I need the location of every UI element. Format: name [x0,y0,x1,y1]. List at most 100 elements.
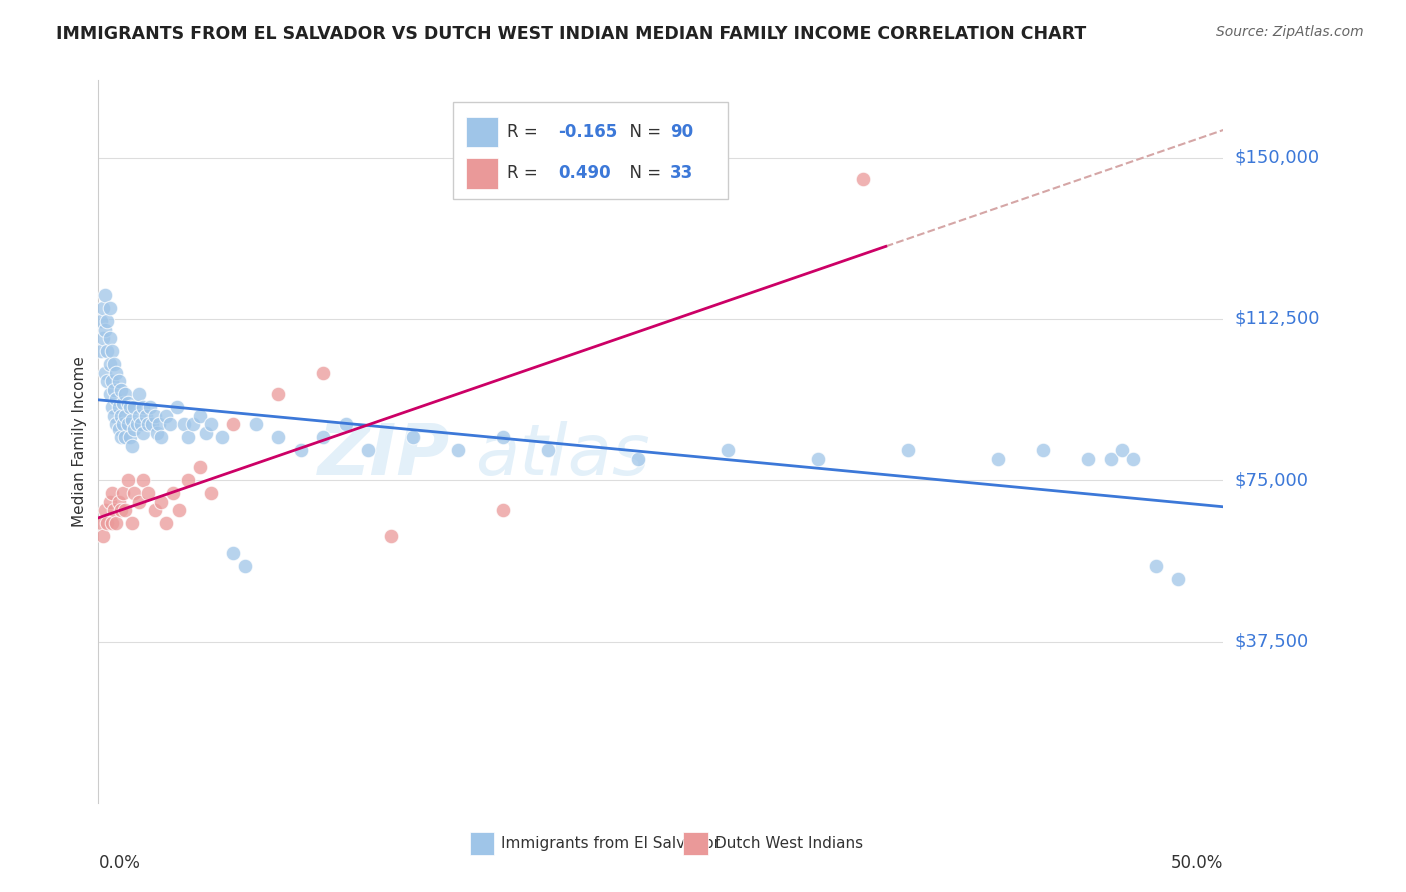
Point [1111,443,1133,458]
Point [91,529,114,543]
Point [107,422,129,436]
Point [188,460,211,475]
Point [136,486,159,500]
Point [110,430,132,444]
Point [101,486,124,500]
Point [105,392,128,406]
Point [132,400,155,414]
Point [117,473,139,487]
Point [96,516,118,531]
Point [90,314,112,328]
Point [103,357,125,371]
Point [112,417,135,432]
Point [173,417,195,432]
Point [159,417,181,432]
Text: Source: ZipAtlas.com: Source: ZipAtlas.com [1216,25,1364,39]
Point [143,503,166,517]
Point [128,409,150,423]
Point [124,400,146,414]
Point [114,409,136,423]
Point [90,344,112,359]
Point [94,288,117,302]
Point [101,375,124,389]
Point [245,417,267,432]
Text: $150,000: $150,000 [1234,149,1320,167]
Point [107,375,129,389]
Text: Dutch West Indians: Dutch West Indians [714,836,863,851]
Text: 0.490: 0.490 [558,164,612,183]
Text: ZIP: ZIP [318,422,450,491]
Point [135,409,157,423]
Point [118,430,141,444]
Point [121,439,143,453]
Point [807,451,830,466]
Point [139,400,162,414]
Point [118,400,141,414]
Bar [467,117,498,147]
Point [627,451,650,466]
Text: -0.165: -0.165 [558,123,617,141]
Point [166,400,188,414]
Point [211,430,233,444]
Point [222,417,245,432]
Point [94,366,117,380]
Point [852,172,875,186]
Point [96,375,118,389]
Point [98,357,121,371]
Point [177,473,200,487]
Point [105,516,128,531]
Point [105,366,128,380]
Text: $37,500: $37,500 [1234,632,1309,650]
Point [1122,451,1144,466]
Point [177,430,200,444]
Point [146,425,169,440]
Point [1099,451,1122,466]
Point [150,430,173,444]
Point [101,516,124,531]
Point [103,383,125,397]
Point [98,494,121,508]
Point [150,494,173,508]
Point [188,409,211,423]
Point [94,323,117,337]
Point [94,503,117,517]
Point [357,443,380,458]
Text: 50.0%: 50.0% [1171,855,1223,872]
Point [98,331,121,345]
Point [114,503,136,517]
Text: IMMIGRANTS FROM EL SALVADOR VS DUTCH WEST INDIAN MEDIAN FAMILY INCOME CORRELATIO: IMMIGRANTS FROM EL SALVADOR VS DUTCH WES… [56,25,1087,43]
Point [1032,443,1054,458]
Point [267,430,290,444]
Bar [453,102,728,200]
Point [1077,451,1099,466]
Point [132,425,155,440]
Point [110,409,132,423]
Point [124,422,146,436]
Text: N =: N = [619,123,666,141]
Point [132,473,155,487]
Point [537,443,560,458]
Point [91,301,114,316]
Point [96,344,118,359]
Point [101,344,124,359]
Point [96,314,118,328]
Point [121,413,143,427]
Point [128,494,150,508]
Point [492,503,515,517]
Point [195,425,218,440]
Point [290,443,312,458]
Point [222,546,245,560]
Text: 90: 90 [669,123,693,141]
Point [136,417,159,432]
Point [107,400,129,414]
Point [90,516,112,531]
Point [107,494,129,508]
Point [103,503,125,517]
Point [162,486,184,500]
Point [125,417,148,432]
Point [169,503,191,517]
Point [181,417,204,432]
Point [114,387,136,401]
Point [143,409,166,423]
Y-axis label: Median Family Income: Median Family Income [72,356,87,527]
